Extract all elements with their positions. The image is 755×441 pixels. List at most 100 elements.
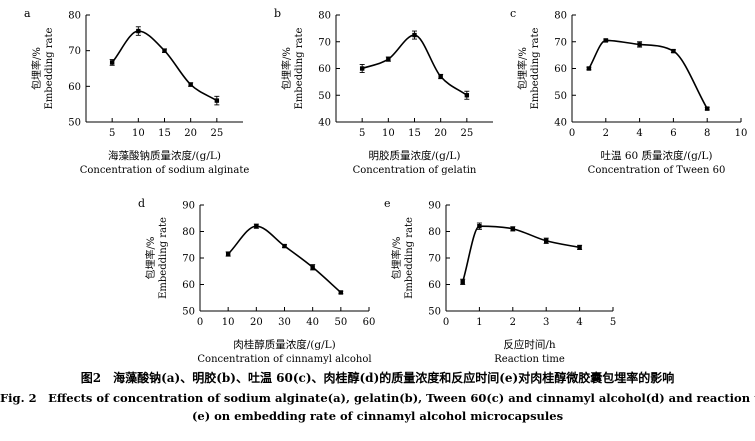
- data-point: [109, 60, 115, 65]
- y-tick-label: 50: [68, 118, 81, 129]
- data-point: [310, 265, 315, 270]
- y-tick-label: 50: [182, 307, 195, 318]
- figure-caption-en-line1: Fig. 2 Effects of concentration of sodiu…: [0, 391, 755, 405]
- series-curve: [111, 30, 218, 102]
- x-tick-label: 5: [610, 317, 616, 328]
- x-tick-label: 20: [434, 128, 447, 139]
- y-tick-label: 80: [554, 11, 567, 22]
- y-tick-label: 90: [182, 201, 195, 212]
- x-axis-label-zh: 吐温 60 质量浓度/(g/L): [601, 149, 713, 162]
- data-point: [544, 238, 549, 243]
- x-tick-label: 6: [670, 128, 676, 139]
- data-point: [282, 243, 287, 249]
- x-tick-label: 30: [278, 317, 291, 328]
- panel-label: e: [384, 197, 391, 210]
- y-axis-label-en: Embedding rate: [44, 28, 55, 110]
- x-tick-label: 40: [306, 317, 319, 328]
- x-tick-label: 10: [222, 317, 235, 328]
- x-axis-label-en: Concentration of sodium alginate: [80, 165, 250, 176]
- y-tick-label: 60: [318, 64, 331, 75]
- series-curve: [588, 39, 708, 110]
- x-axis-label-en: Reaction time: [494, 354, 565, 365]
- y-axis-label-en: Embedding rate: [158, 217, 169, 299]
- x-tick-label: 15: [408, 128, 421, 139]
- data-point: [477, 224, 482, 229]
- x-tick-label: 15: [158, 128, 171, 139]
- data-point: [586, 66, 592, 71]
- x-tick-label: 4: [576, 317, 582, 328]
- x-axis-label-en: Concentration of cinnamyl alcohol: [197, 354, 371, 365]
- y-axis-label-en: Embedding rate: [404, 217, 415, 299]
- x-axis-label-en: Concentration of Tween 60: [588, 165, 726, 176]
- y-tick-label: 50: [318, 91, 331, 102]
- x-tick-label: 20: [184, 128, 197, 139]
- chart-panel-b: b 40 50 60 70 80 5 10 15 20 25 包埋率/% Embedding rate 明…: [274, 7, 493, 176]
- x-tick-label: 10: [382, 128, 395, 139]
- x-tick-label: 50: [334, 317, 347, 328]
- data-point: [671, 48, 676, 54]
- x-tick-label: 1: [476, 317, 482, 328]
- chart-panel-e: e 50 60 70 80 90 0 1 2 3 4 5 包埋率/% Embedding rate 反应时间…: [384, 197, 616, 365]
- y-axis-label-en: Embedding rate: [294, 28, 305, 110]
- x-tick-label: 3: [543, 317, 549, 328]
- data-point: [136, 28, 141, 34]
- figure-caption-en-line2: (e) on embedding rate of cinnamyl alcoho…: [191, 409, 564, 423]
- y-axis-label-zh: 包埋率/%: [280, 47, 293, 90]
- y-tick-label: 80: [428, 227, 441, 238]
- x-tick-label: 5: [109, 128, 115, 139]
- data-point: [386, 56, 391, 62]
- y-tick-label: 70: [428, 254, 441, 265]
- y-tick-label: 60: [554, 64, 567, 75]
- x-tick-label: 2: [603, 128, 609, 139]
- data-point: [359, 66, 365, 71]
- x-tick-label: 5: [359, 128, 365, 139]
- chart-panel-a: a 50 60 70 80 5 10 15 20 25 包埋率/% Embedding rate 海藻酸…: [24, 7, 249, 176]
- y-tick-label: 80: [318, 11, 331, 22]
- data-point: [188, 82, 193, 87]
- x-tick-label: 4: [636, 128, 642, 139]
- data-point: [214, 98, 220, 103]
- y-axis-label-zh: 包埋率/%: [516, 47, 529, 90]
- x-tick-label: 25: [210, 128, 223, 139]
- data-point: [637, 42, 642, 47]
- y-axis-label-zh: 包埋率/%: [144, 237, 157, 280]
- chart-panel-d: d 50 60 70 80 90 0 10 20 30 40 50 60 包埋率/% Embedding r…: [138, 197, 375, 365]
- data-point: [464, 93, 470, 98]
- y-tick-label: 60: [182, 280, 195, 291]
- data-point: [162, 48, 167, 53]
- x-axis-label-zh: 海藻酸钠质量浓度/(g/L): [108, 149, 221, 162]
- y-tick-label: 60: [428, 280, 441, 291]
- x-tick-label: 0: [197, 317, 203, 328]
- y-axis-label-en: Embedding rate: [530, 28, 541, 110]
- x-tick-label: 0: [569, 128, 575, 139]
- y-tick-label: 50: [554, 91, 567, 102]
- y-tick-label: 70: [554, 37, 567, 48]
- y-tick-label: 70: [182, 254, 195, 265]
- x-axis-label-zh: 肉桂醇质量浓度/(g/L): [233, 338, 335, 351]
- series-curve: [361, 34, 468, 96]
- y-axis-label-zh: 包埋率/%: [390, 237, 403, 280]
- chart-panel-c: c 40 50 60 70 80 0 2 4 6 8 10 包埋率/% Embedding rate 吐温 …: [510, 7, 747, 176]
- y-tick-label: 70: [68, 46, 81, 57]
- data-point: [460, 279, 465, 285]
- x-tick-label: 8: [704, 128, 710, 139]
- panel-label: d: [138, 197, 145, 210]
- data-point: [577, 245, 582, 250]
- y-tick-label: 80: [68, 11, 81, 22]
- x-axis-label-zh: 明胶质量浓度/(g/L): [369, 149, 461, 162]
- y-tick-label: 80: [182, 227, 195, 238]
- x-tick-label: 0: [443, 317, 449, 328]
- data-point: [438, 74, 443, 79]
- y-tick-label: 60: [68, 82, 81, 93]
- y-tick-label: 40: [554, 118, 567, 129]
- data-point: [510, 226, 515, 232]
- y-tick-label: 90: [428, 201, 441, 212]
- x-axis-label-zh: 反应时间/h: [503, 338, 556, 351]
- x-tick-label: 60: [363, 317, 376, 328]
- x-tick-label: 20: [250, 317, 263, 328]
- x-tick-label: 10: [132, 128, 145, 139]
- x-tick-label: 2: [510, 317, 516, 328]
- panel-label: c: [510, 7, 516, 20]
- data-point: [338, 290, 344, 295]
- y-tick-label: 40: [318, 118, 331, 129]
